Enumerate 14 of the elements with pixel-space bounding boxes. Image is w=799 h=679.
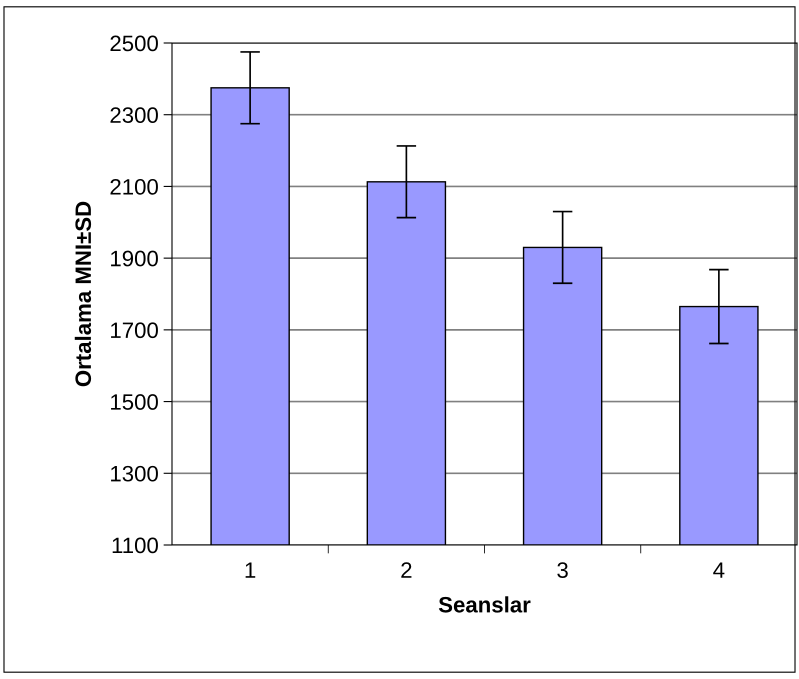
y-tick-label: 1900 [111,250,158,266]
x-tick-label: 4 [713,562,724,578]
x-tick-label: 1 [246,562,256,578]
x-tick-label: 2 [401,562,412,578]
y-tick-label: 2500 [110,36,158,52]
y-tick-label: 2300 [110,107,158,123]
y-tick-label: 2100 [110,178,158,195]
y-tick-label: 1500 [111,394,158,410]
y-tick-label: 1100 [112,538,158,554]
x-tick-label: 3 [557,562,568,578]
x-axis-title: Seanslar [438,596,530,613]
y-tick-label: 1300 [111,466,158,482]
y-axis-title: Ortalama MNI±SD [74,202,92,386]
y-tick-label: 1700 [111,322,158,338]
